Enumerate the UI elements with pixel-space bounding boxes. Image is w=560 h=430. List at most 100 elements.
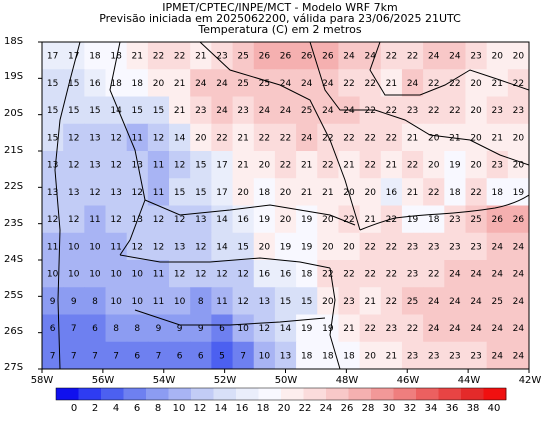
temperature-cell: [338, 260, 361, 288]
temperature-cell: [105, 151, 128, 179]
grid-value: 10: [110, 297, 122, 307]
grid-value: 24: [343, 106, 355, 116]
colorbar-swatch: [101, 388, 124, 400]
temperature-cell: [84, 69, 107, 98]
temperature-cell: [147, 260, 170, 288]
grid-value: 15: [174, 188, 185, 198]
grid-value: 15: [195, 188, 206, 198]
temperature-cell: [444, 314, 467, 343]
grid-value: 24: [492, 324, 504, 334]
grid-value: 10: [89, 242, 101, 252]
lat-label: 24S: [4, 254, 24, 265]
temperature-cell: [253, 123, 276, 152]
grid-value: 24: [343, 52, 355, 62]
temperature-cell: [190, 123, 212, 152]
grid-value: 16: [89, 79, 101, 89]
grid-value: 7: [50, 351, 56, 361]
temperature-cell: [169, 232, 191, 261]
colorbar-swatch: [371, 388, 394, 400]
temperature-cell: [63, 232, 85, 261]
lon-label: 48W: [335, 375, 359, 386]
temperature-cell: [63, 205, 85, 234]
grid-value: 21: [449, 133, 460, 143]
grid-value: 20: [280, 215, 292, 225]
grid-value: 15: [47, 133, 58, 143]
temperature-cell: [401, 178, 424, 207]
temperature-cell: [42, 42, 64, 70]
temperature-cell: [105, 287, 128, 316]
temperature-cell: [296, 178, 318, 207]
grid-value: 26: [513, 215, 525, 225]
temperature-cell: [147, 205, 170, 234]
temperature-cell: [486, 341, 509, 369]
colorbar-swatch: [348, 388, 372, 400]
grid-value: 24: [470, 270, 482, 280]
grid-value: 11: [47, 242, 58, 252]
grid-value: 18: [492, 188, 504, 198]
grid-value: 11: [110, 242, 121, 252]
temperature-cell: [465, 205, 488, 234]
colorbar-tick: 30: [382, 403, 396, 414]
grid-value: 19: [322, 324, 334, 334]
temperature-cell: [253, 314, 276, 343]
colorbar-swatch: [123, 388, 147, 400]
grid-value: 21: [407, 133, 418, 143]
grid-value: 9: [177, 324, 183, 334]
grid-value: 22: [216, 133, 227, 143]
temperature-cell: [211, 341, 234, 369]
grid-value: 20: [280, 188, 292, 198]
temperature-cell: [42, 178, 64, 207]
grid-value: 12: [132, 242, 143, 252]
temperature-cell: [338, 42, 361, 70]
grid-value: 19: [449, 161, 461, 171]
temperature-cell: [42, 69, 64, 98]
grid-value: 19: [513, 188, 525, 198]
temperature-cell: [253, 205, 276, 234]
temperature-cell: [401, 232, 424, 261]
temperature-cell: [486, 151, 509, 179]
temperature-cell: [507, 69, 529, 98]
grid-value: 22: [322, 270, 333, 280]
colorbar-frame: [55, 387, 507, 401]
grid-value: 14: [280, 324, 292, 334]
temperature-cell: [465, 232, 488, 261]
grid-value: 24: [449, 324, 461, 334]
temperature-cell: [147, 96, 170, 125]
grid-value: 20: [492, 52, 504, 62]
grid-value: 24: [301, 79, 313, 89]
grid-value: 26: [301, 52, 313, 62]
temperature-cell: [507, 42, 529, 70]
colorbar-swatch: [78, 388, 102, 400]
grid-value: 22: [428, 188, 439, 198]
grid-value: 16: [237, 215, 249, 225]
grid-value: 8: [134, 324, 140, 334]
grid-value: 22: [364, 133, 375, 143]
temperature-cell: [105, 314, 128, 343]
grid-value: 10: [174, 297, 186, 307]
grid-value: 21: [492, 79, 503, 89]
grid-value: 12: [174, 161, 185, 171]
grid-value: 17: [47, 52, 58, 62]
grid-value: 7: [71, 324, 77, 334]
colorbar-swatch: [483, 388, 507, 400]
temperature-cell: [211, 96, 234, 125]
grid-value: 12: [132, 188, 143, 198]
grid-value: 15: [47, 106, 58, 116]
lon-label: 46W: [396, 375, 420, 386]
grid-value: 26: [492, 215, 504, 225]
grid-value: 21: [343, 324, 354, 334]
grid-value: 25: [237, 79, 248, 89]
colorbar-tick: 34: [424, 403, 438, 414]
grid-value: 15: [153, 106, 164, 116]
grid-value: 12: [195, 242, 206, 252]
temperature-cell: [253, 341, 276, 369]
colorbar-tick: 38: [466, 403, 480, 414]
temperature-cell: [126, 260, 149, 288]
temperature-cell: [423, 151, 445, 179]
grid-value: 10: [259, 351, 271, 361]
grid-value: 10: [237, 324, 249, 334]
grid-value: 6: [50, 324, 56, 334]
grid-value: 13: [132, 215, 143, 225]
temperature-cell: [507, 232, 529, 261]
